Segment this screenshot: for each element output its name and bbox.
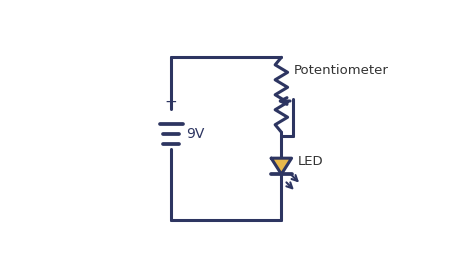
Polygon shape	[271, 158, 292, 174]
Text: 9V: 9V	[186, 127, 204, 141]
Text: Potentiometer: Potentiometer	[294, 64, 389, 77]
Text: LED: LED	[298, 155, 323, 168]
Text: +: +	[165, 95, 178, 110]
